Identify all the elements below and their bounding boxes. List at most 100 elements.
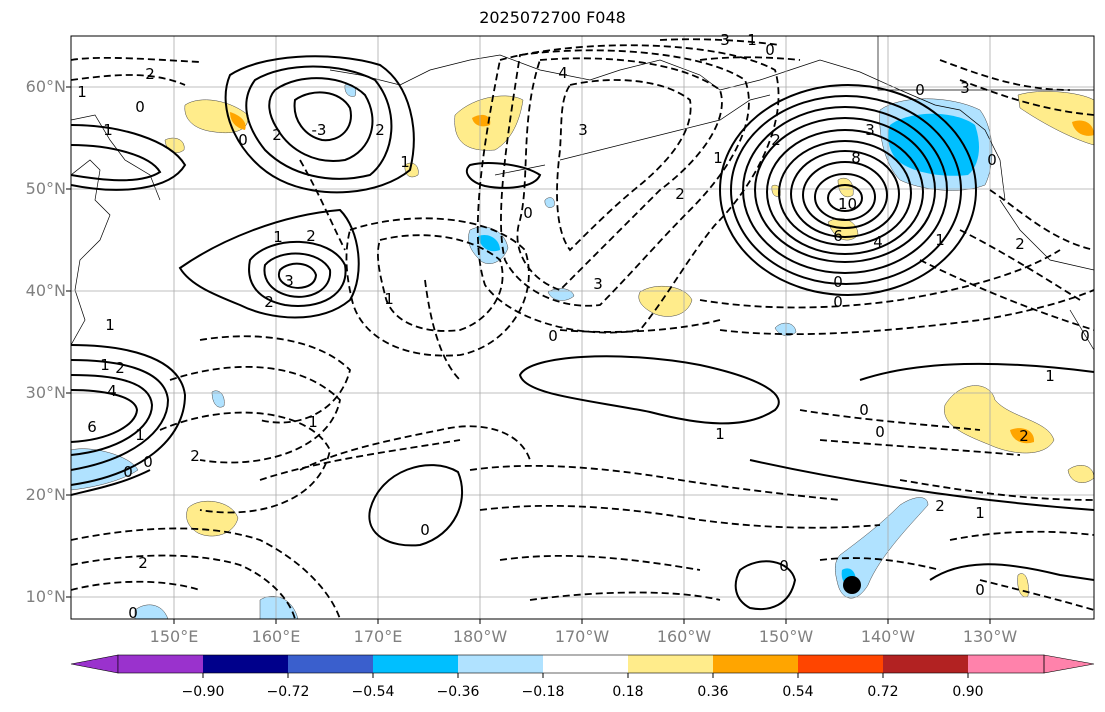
colorbar-tick-label: −0.36: [436, 684, 480, 700]
tick-marks: [66, 86, 991, 624]
colorbar-bin-7: [713, 655, 798, 673]
contour-label: 1: [135, 426, 145, 444]
lat-label-50n: 50°N: [25, 179, 66, 198]
contour-label: 3: [865, 121, 875, 139]
lon-label-140w: 140°W: [860, 627, 916, 646]
contour-label: 3: [578, 121, 588, 139]
colorbar-extend-high: [1043, 654, 1095, 674]
contour-label: 3: [593, 275, 603, 293]
shaded-fields: [71, 84, 1094, 619]
contour-label: 8: [851, 149, 861, 167]
contour-label: 6: [87, 418, 97, 436]
contour-label: 4: [107, 382, 117, 400]
colorbar-extend-low: [70, 654, 119, 674]
contour-label: 0: [975, 581, 985, 599]
colorbar-tick-label: −0.18: [521, 684, 565, 700]
contour-label: 0: [420, 521, 430, 539]
contour-label: 1: [713, 149, 723, 167]
map-title: 2025072700 F048: [479, 8, 626, 27]
contour-label: 1: [935, 231, 945, 249]
contour-label: 0: [833, 293, 843, 311]
contour-label: 6: [833, 227, 843, 245]
lon-label-170w: 170°W: [554, 627, 610, 646]
colorbar-bin-6: [628, 655, 713, 673]
contour-label: 0: [765, 41, 775, 59]
contour-label: 1: [105, 316, 115, 334]
contour-label: 1: [273, 228, 283, 246]
contour-label: 0: [143, 453, 153, 471]
colorbar-tick-label: 0.90: [952, 684, 984, 700]
colorbar-tick-label: 0.36: [697, 684, 729, 700]
colorbar-bin-5: [543, 655, 628, 673]
contour-label: 4: [873, 233, 883, 251]
contour-label: 2: [1019, 427, 1029, 445]
contour-label: 3: [960, 79, 970, 97]
contour-label: 2: [190, 447, 200, 465]
contours-positive: [71, 55, 1094, 610]
lat-label-20n: 20°N: [25, 485, 66, 504]
contour-label: 0: [135, 98, 145, 116]
colorbar-tick-label: 0.72: [867, 684, 899, 700]
colorbar-tick-label: −0.72: [266, 684, 310, 700]
contour-label: 0: [987, 151, 997, 169]
contour-label: 2: [264, 293, 274, 311]
lon-label-160w: 160°W: [656, 627, 712, 646]
lon-label-130w: 130°W: [962, 627, 1018, 646]
contour-label: 2: [935, 497, 945, 515]
contour-label: 1: [975, 504, 985, 522]
contour-label: 0: [779, 557, 789, 575]
contour-label: 0: [915, 81, 925, 99]
contour-label: 1: [308, 413, 318, 431]
colorbar-bin-8: [798, 655, 883, 673]
cyclone-marker: [843, 576, 861, 594]
contour-label: 0: [875, 423, 885, 441]
contour-label: 3: [720, 31, 730, 49]
contour-label: 3: [284, 272, 294, 290]
colorbar-tick-label: 0.54: [782, 684, 814, 700]
contour-label: 2: [771, 131, 781, 149]
contour-label: 10: [838, 195, 858, 213]
colorbar-bin-9: [883, 655, 968, 673]
contour-label: 0: [548, 327, 558, 345]
contour-label: 0: [833, 273, 843, 291]
lat-label-30n: 30°N: [25, 383, 66, 402]
contour-label: 1: [715, 425, 725, 443]
contour-label: 2: [375, 121, 385, 139]
colorbar-bin-2: [288, 655, 373, 673]
lat-label-60n: 60°N: [25, 77, 66, 96]
lon-label-160e: 160°E: [251, 627, 301, 646]
contour-label: 2: [145, 65, 155, 83]
contour-label: -3: [311, 121, 327, 139]
contours-negative: [71, 38, 1094, 619]
contour-label: 2: [306, 227, 316, 245]
lon-label-150w: 150°W: [758, 627, 814, 646]
lon-label-180w: 180°W: [452, 627, 508, 646]
contour-label: 2: [138, 554, 148, 572]
lon-label-170e: 170°E: [353, 627, 403, 646]
map-area: [71, 36, 1094, 619]
colorbar-tick-label: 0.18: [612, 684, 644, 700]
contour-label: 1: [747, 31, 757, 49]
contour-label: 1: [77, 83, 87, 101]
contour-label: 2: [1015, 235, 1025, 253]
coastlines: [71, 36, 1094, 351]
contour-label: 1: [1045, 367, 1055, 385]
contour-label: 0: [238, 131, 248, 149]
contour-label: 1: [103, 121, 113, 139]
contour-label: 2: [272, 126, 282, 144]
contour-label: 2: [115, 359, 125, 377]
colorbar-bin-4: [458, 655, 543, 673]
colorbar: [70, 654, 1095, 678]
contour-label: 0: [123, 463, 133, 481]
lat-label-40n: 40°N: [25, 281, 66, 300]
contour-label: 2: [675, 185, 685, 203]
contour-label: 0: [1080, 327, 1090, 345]
contour-label: 1: [384, 290, 394, 308]
lat-label-10n: 10°N: [25, 587, 66, 606]
contour-label: 1: [100, 356, 110, 374]
colorbar-tick-label: −0.54: [351, 684, 395, 700]
contour-label: 0: [523, 204, 533, 222]
contour-label: 4: [558, 64, 568, 82]
contour-label: 0: [859, 401, 869, 419]
